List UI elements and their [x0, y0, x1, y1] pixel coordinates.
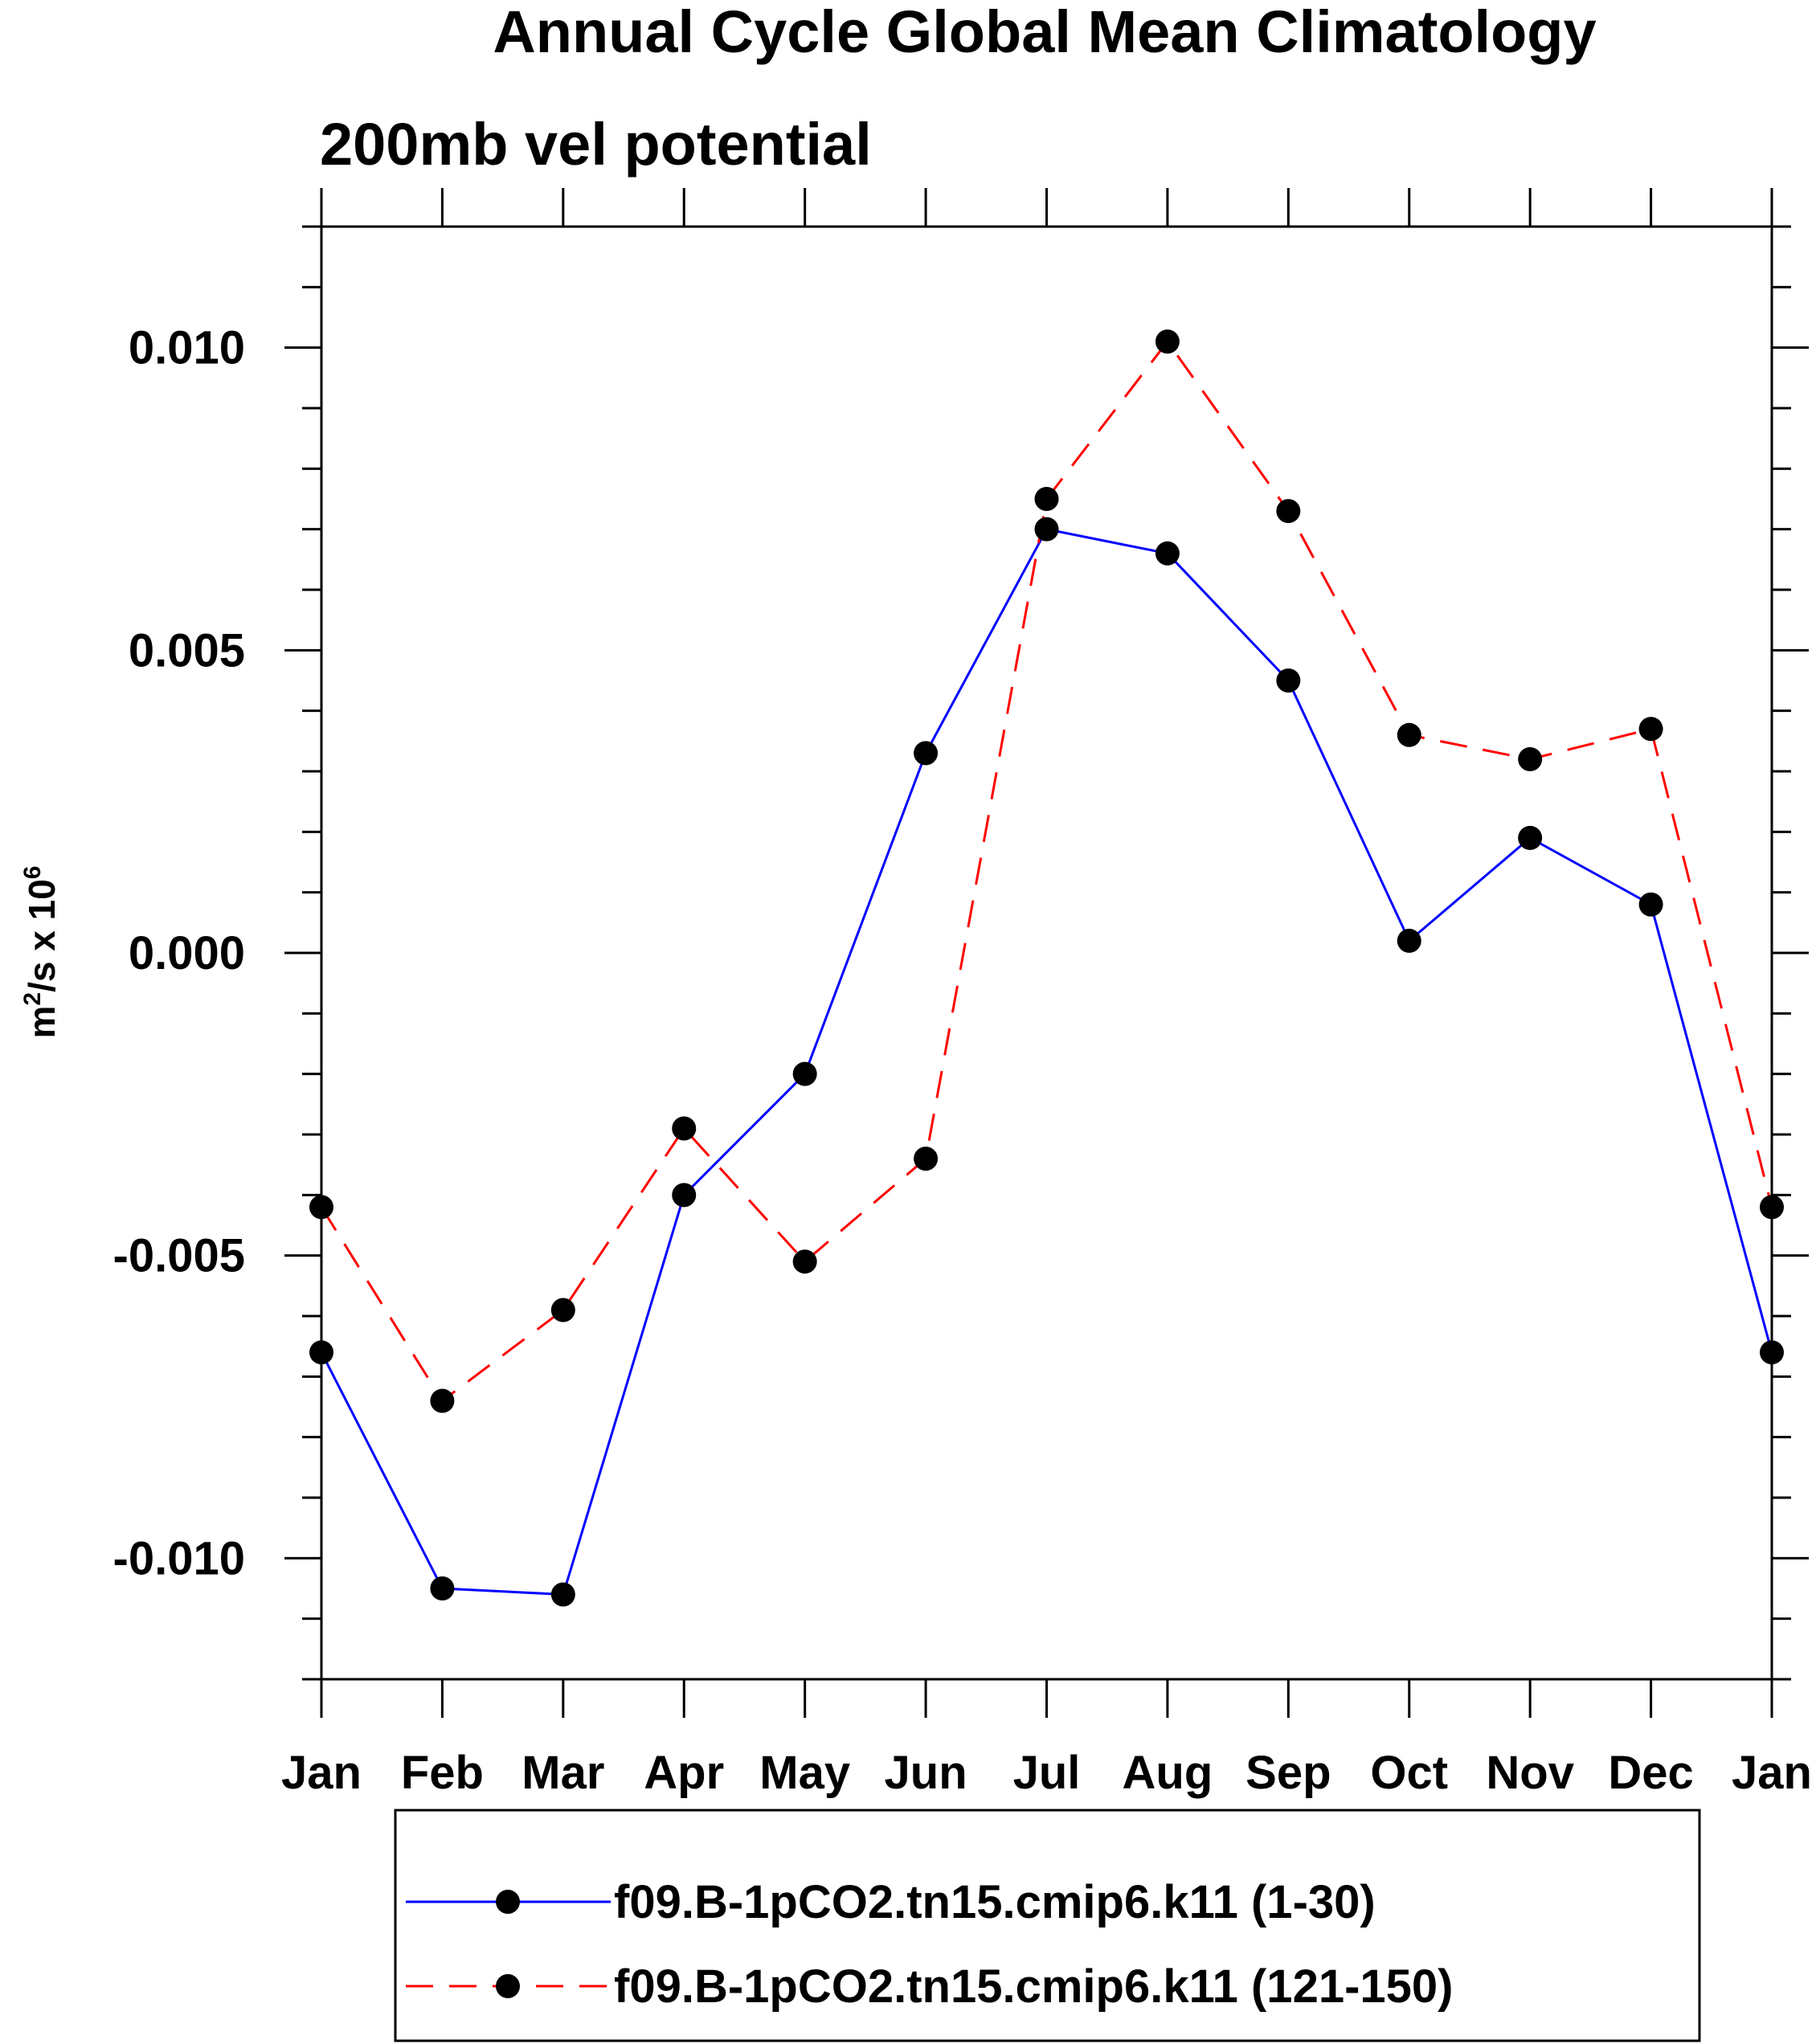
y-tick-label: 0.005 — [129, 624, 245, 677]
axis-ticks — [284, 188, 1809, 1718]
data-point-1 — [914, 1147, 939, 1171]
data-point-1 — [550, 1298, 575, 1322]
data-point-1 — [430, 1388, 455, 1413]
x-tick-label: Jul — [1013, 1747, 1081, 1799]
series-line-0 — [320, 527, 1773, 1596]
data-point-1 — [1276, 499, 1301, 524]
legend-label-0: f09.B-1pCO2.tn15.cmip6.k11 (1-30) — [614, 1876, 1376, 1928]
legend-marker-0 — [496, 1890, 520, 1914]
legend-label-1: f09.B-1pCO2.tn15.cmip6.k11 (121-150) — [614, 1960, 1453, 2013]
x-tick-label: Jun — [885, 1747, 967, 1799]
y-tick-label: 0.010 — [129, 322, 245, 374]
y-tick-label: -0.010 — [113, 1532, 245, 1584]
x-tick-label: Oct — [1370, 1747, 1448, 1799]
data-point-0 — [1276, 668, 1301, 693]
y-tick-label: 0.000 — [129, 927, 245, 979]
x-tick-label: May — [759, 1747, 850, 1799]
tick-labels: Jan Feb Mar Apr May Jun Jul Aug Sep Oct Nov Dec Jan -… — [113, 322, 1812, 1799]
series-group — [309, 329, 1784, 1607]
data-point-1 — [672, 1116, 697, 1141]
data-point-1 — [1518, 746, 1543, 771]
legend-marker-1 — [496, 1974, 520, 1998]
chart-subtitle: 200mb vel potential — [320, 111, 872, 178]
data-point-0 — [1638, 892, 1663, 917]
data-point-0 — [672, 1183, 697, 1208]
x-tick-label: Jan — [281, 1747, 362, 1799]
data-point-1 — [1397, 722, 1421, 747]
plot-frame — [320, 225, 1773, 1681]
data-point-0 — [1397, 928, 1421, 953]
x-tick-label: Apr — [644, 1747, 724, 1799]
data-point-0 — [430, 1576, 455, 1600]
data-point-0 — [550, 1582, 575, 1607]
x-tick-label: Dec — [1608, 1747, 1693, 1799]
x-tick-label: Jan — [1732, 1747, 1812, 1799]
legend-box — [394, 1809, 1701, 2042]
data-point-0 — [914, 741, 939, 766]
data-point-0 — [1155, 541, 1180, 566]
x-tick-label: Sep — [1245, 1747, 1331, 1799]
x-tick-label: Aug — [1123, 1747, 1213, 1799]
data-point-1 — [1638, 717, 1663, 742]
x-tick-label: Feb — [401, 1747, 484, 1799]
legend: f09.B-1pCO2.tn15.cmip6.k11 (1-30) f09.B-… — [394, 1809, 1701, 2042]
chart-title: Annual Cycle Global Mean Climatology — [493, 0, 1596, 65]
x-tick-label: Nov — [1486, 1747, 1574, 1799]
data-point-1 — [1155, 329, 1180, 354]
data-point-0 — [792, 1061, 817, 1086]
data-point-1 — [1034, 487, 1059, 511]
x-tick-label: Mar — [521, 1747, 604, 1799]
data-point-0 — [1518, 825, 1543, 850]
y-axis-label: m2/s x 106 — [19, 866, 63, 1039]
data-point-1 — [792, 1249, 817, 1274]
data-point-0 — [1034, 517, 1059, 542]
y-tick-label: -0.005 — [113, 1230, 245, 1282]
